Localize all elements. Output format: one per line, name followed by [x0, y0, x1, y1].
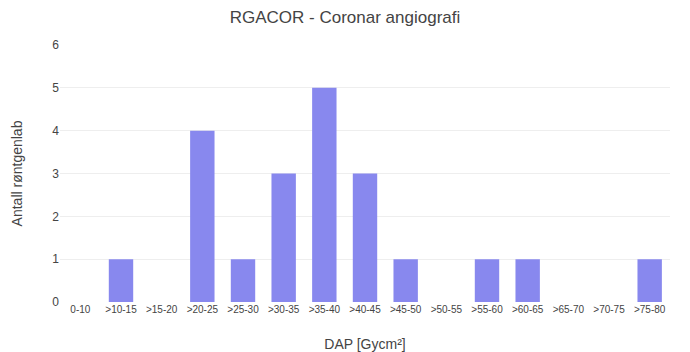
svg-text:>25-30: >25-30	[227, 304, 259, 315]
svg-text:>50-55: >50-55	[431, 304, 463, 315]
svg-text:>65-70: >65-70	[553, 304, 585, 315]
svg-text:3: 3	[52, 167, 59, 181]
svg-text:DAP [Gycm²]: DAP [Gycm²]	[324, 336, 405, 352]
svg-text:>55-60: >55-60	[471, 304, 503, 315]
svg-text:>40-45: >40-45	[349, 304, 381, 315]
svg-text:>15-20: >15-20	[146, 304, 178, 315]
svg-text:4: 4	[52, 124, 59, 138]
svg-text:>45-50: >45-50	[390, 304, 422, 315]
svg-text:RGACOR - Coronar angiografi: RGACOR - Coronar angiografi	[230, 8, 461, 27]
svg-text:0-10: 0-10	[70, 304, 90, 315]
svg-text:6: 6	[52, 38, 59, 52]
svg-text:>30-35: >30-35	[268, 304, 300, 315]
svg-text:0: 0	[52, 295, 59, 309]
svg-text:>75-80: >75-80	[634, 304, 666, 315]
svg-text:>35-40: >35-40	[309, 304, 341, 315]
svg-text:Antall røntgenlab: Antall røntgenlab	[9, 120, 25, 226]
svg-text:>10-15: >10-15	[105, 304, 137, 315]
svg-text:2: 2	[52, 210, 59, 224]
svg-text:>60-65: >60-65	[512, 304, 544, 315]
svg-text:>70-75: >70-75	[593, 304, 625, 315]
svg-text:1: 1	[52, 252, 59, 266]
svg-text:5: 5	[52, 81, 59, 95]
svg-text:>20-25: >20-25	[187, 304, 219, 315]
